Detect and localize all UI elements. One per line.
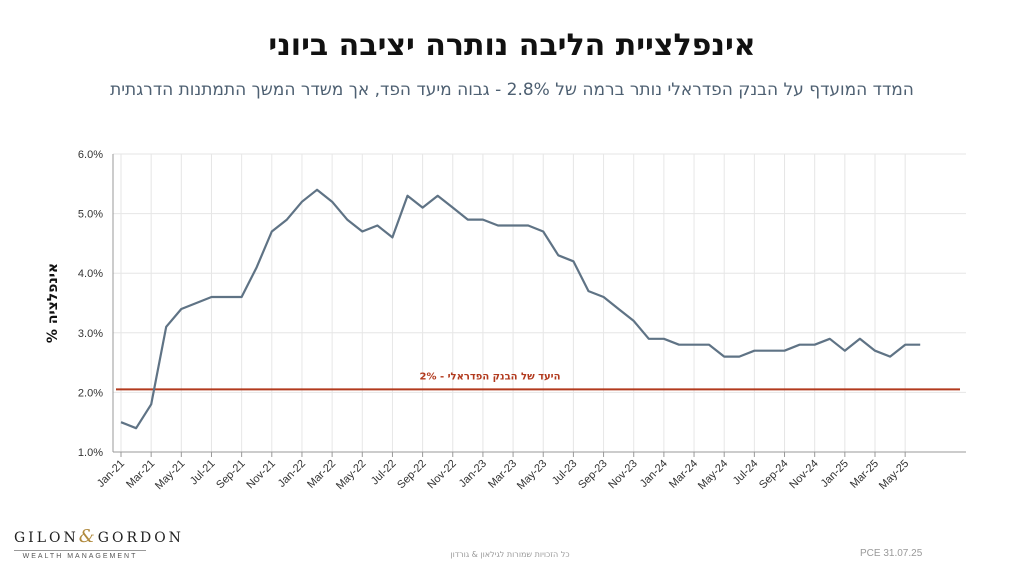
target-line-label: היעד של הבנק הפדראלי - 2%	[419, 371, 560, 382]
x-tick-label: Sep-23	[576, 458, 610, 492]
x-tick-label: Jan-24	[638, 458, 670, 490]
series-layer	[120, 188, 921, 430]
page-title: אינפלציית הליבה נותרה יציבה ביוני	[268, 28, 756, 63]
label-layer: % אינפלציה	[45, 263, 61, 343]
y-tick-label: 3.0%	[78, 328, 103, 340]
page-subtitle: המדד המועדף על הבנק הפדראלי נותר ברמה של…	[110, 80, 914, 100]
x-tick-label: Jan-22	[276, 458, 308, 490]
x-tick-label: Mar-23	[486, 458, 519, 491]
inflation-series-line	[120, 188, 921, 430]
logo-ampersand: &	[78, 526, 98, 547]
x-tick-label: Mar-25	[848, 458, 881, 491]
x-tick-label: Mar-24	[667, 458, 700, 491]
x-tick-label: Jan-21	[95, 458, 127, 490]
x-tick-label: Mar-22	[305, 458, 338, 491]
x-tick-label: Mar-21	[124, 458, 157, 491]
x-tick-label: May-24	[696, 458, 730, 492]
y-axis-title: % אינפלציה	[45, 263, 61, 343]
logo-subtitle: WEALTH MANAGEMENT	[22, 553, 138, 560]
x-tick-label: Nov-23	[606, 458, 640, 492]
y-tick-label: 6.0%	[78, 149, 103, 161]
source-label: PCE 31.07.25	[860, 548, 923, 559]
y-tick-label: 5.0%	[78, 209, 103, 221]
x-tick-label: May-25	[877, 458, 911, 492]
target-layer: היעד של הבנק הפדראלי - 2%	[116, 371, 960, 391]
grid-layer	[113, 153, 966, 452]
company-logo: GILON&GORDON WEALTH MANAGEMENT	[14, 526, 181, 560]
x-tick-label: May-21	[153, 458, 187, 492]
x-tick-label: Jan-23	[457, 458, 489, 490]
x-tick-label: Nov-24	[787, 458, 821, 492]
x-tick-label: Jan-25	[819, 458, 851, 490]
x-tick-label: Sep-22	[395, 458, 429, 492]
y-tick-label: 4.0%	[78, 268, 103, 280]
x-tick-label: Nov-21	[244, 458, 278, 492]
y-tick-label: 2.0%	[78, 387, 103, 399]
y-tick-label: 1.0%	[78, 447, 103, 459]
x-tick-label: Nov-22	[425, 458, 459, 492]
copyright-text: כל הזכויות שמורות לגילאון & גורדון	[450, 550, 570, 559]
logo-text-right: GORDON	[97, 530, 184, 546]
x-tick-label: May-22	[334, 458, 368, 492]
logo-text-left: GILON	[14, 530, 79, 546]
x-tick-label: May-23	[515, 458, 549, 492]
x-tick-label: Sep-21	[214, 458, 248, 492]
x-tick-label: Sep-24	[757, 458, 791, 492]
logo-divider	[14, 550, 146, 551]
